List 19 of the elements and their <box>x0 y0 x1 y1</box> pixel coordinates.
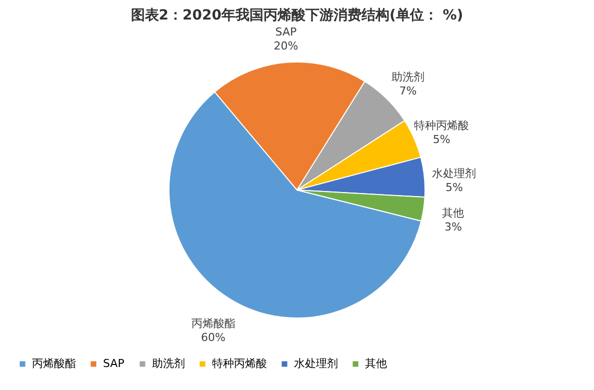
slice-label: 助洗剂 <box>391 70 424 84</box>
slice-label: 其他 <box>442 206 464 220</box>
data-label: 5% <box>445 181 463 194</box>
slice-label: SAP <box>275 25 298 38</box>
chart-title: 图表2：2020年我国丙烯酸下游消费结构(单位： %) <box>130 7 464 24</box>
slice-label: 水处理剂 <box>432 167 476 180</box>
data-label: 5% <box>432 133 450 146</box>
data-label: 20% <box>274 39 298 52</box>
legend-label: 水处理剂 <box>294 356 338 370</box>
slice-label: 丙烯酸酯 <box>191 316 236 330</box>
legend-label: SAP <box>103 356 125 370</box>
legend-label: 其他 <box>365 356 387 370</box>
data-label: 60% <box>201 330 226 344</box>
data-label: 3% <box>444 220 462 234</box>
data-label: 7% <box>399 84 417 98</box>
slice-label: 特种丙烯酸 <box>414 119 470 132</box>
legend-label: 丙烯酸酯 <box>32 356 76 370</box>
legend-label: 助洗剂 <box>152 356 185 370</box>
legend-label: 特种丙烯酸 <box>212 356 267 370</box>
